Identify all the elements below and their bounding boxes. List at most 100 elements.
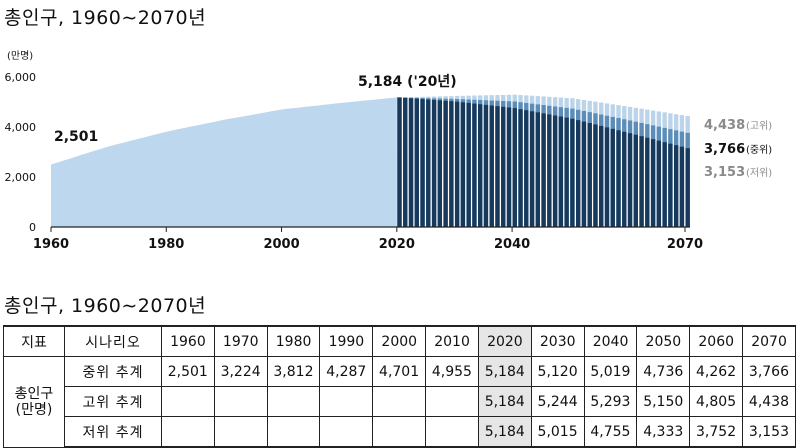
table-cell bbox=[372, 416, 427, 448]
table-cell: 3,224 bbox=[213, 356, 268, 387]
table-cell bbox=[319, 416, 374, 448]
row-label-line1: 총인구 bbox=[14, 385, 54, 402]
row-label-total-population: 총인구 (만명) bbox=[3, 356, 65, 448]
x-tick-label: 2020 bbox=[379, 237, 415, 252]
table-cell: 4,955 bbox=[425, 356, 479, 387]
table-title: 총인구, 1960∼2070년 bbox=[4, 295, 207, 317]
x-tick-label: 1980 bbox=[148, 237, 184, 252]
table-cell: 5,150 bbox=[636, 386, 691, 417]
projection-bar-low-2066 bbox=[662, 142, 667, 227]
annotation-start-value: 2,501 bbox=[54, 129, 98, 145]
header-year: 2010 bbox=[425, 325, 479, 357]
projection-bar-low-2038 bbox=[501, 106, 506, 227]
table-cell: 4,755 bbox=[583, 416, 638, 448]
y-axis-label: (만명) bbox=[7, 50, 33, 62]
x-tick-label: 2070 bbox=[667, 237, 703, 252]
table-header-row: 지표 시나리오 1960 1970 1980 1990 2000 2010 2020 2030 20… bbox=[3, 325, 796, 357]
projection-bar-low-2062 bbox=[639, 136, 644, 227]
projection-bar-low-2063 bbox=[645, 137, 650, 227]
annotation-low-value: 3,153 bbox=[704, 165, 745, 180]
header-year: 1970 bbox=[213, 325, 268, 357]
projection-bar-low-2043 bbox=[529, 111, 535, 227]
projection-bar-low-2037 bbox=[495, 106, 500, 227]
projection-bar-low-2059 bbox=[622, 131, 627, 227]
y-tick-label: 4,000 bbox=[5, 121, 37, 134]
projection-bar-low-2051 bbox=[575, 120, 581, 227]
projection-bar-low-2031 bbox=[460, 102, 466, 227]
population-table: 지표 시나리오 1960 1970 1980 1990 2000 2010 2020 2030 20… bbox=[3, 325, 796, 448]
annotation-peak-value: 5,184 ('20년) bbox=[358, 74, 457, 90]
table-cell bbox=[266, 386, 321, 417]
y-tick-label: 6,000 bbox=[5, 71, 37, 84]
projection-bar-low-2030 bbox=[454, 101, 460, 228]
table-cell: 5,244 bbox=[530, 386, 585, 417]
projection-bar-low-2025 bbox=[426, 99, 431, 227]
header-year: 2030 bbox=[530, 325, 585, 357]
annotation-high-value: 4,438 bbox=[704, 118, 745, 133]
projection-bar-low-2068 bbox=[673, 145, 679, 227]
projection-bar-low-2035 bbox=[483, 104, 489, 228]
table-row: 저위 추계 5,184 5,015 4,755 4,333 3,752 3,153 bbox=[4, 416, 796, 448]
table-cell bbox=[425, 416, 479, 448]
header-year: 2000 bbox=[372, 325, 427, 357]
projection-bar-low-2049 bbox=[564, 117, 569, 227]
header-indicator: 지표 bbox=[3, 325, 65, 357]
table-cell: 4,262 bbox=[689, 356, 744, 387]
projection-bar-low-2045 bbox=[541, 113, 546, 227]
table-row: 총인구 (만명) 중위 추계 2,501 3,224 3,812 4,287 4,701 4,9… bbox=[3, 356, 796, 448]
projection-bar-low-2039 bbox=[506, 107, 512, 227]
row-label-line2: (만명) bbox=[15, 401, 53, 418]
header-year: 1990 bbox=[319, 325, 374, 357]
projection-bar-low-2052 bbox=[581, 121, 587, 227]
table-cell: 5,184 bbox=[477, 386, 532, 417]
projection-bar-low-2048 bbox=[558, 116, 564, 227]
table-cell bbox=[425, 386, 479, 417]
projection-bar-low-2054 bbox=[593, 124, 598, 227]
projection-bar-low-2070 bbox=[685, 148, 690, 227]
projection-bar-low-2027 bbox=[437, 100, 443, 227]
projection-bar-low-2056 bbox=[604, 127, 610, 227]
header-year: 2020 bbox=[477, 325, 532, 357]
projection-bar-low-2067 bbox=[668, 143, 673, 227]
table-cell bbox=[161, 386, 215, 417]
header-year: 2040 bbox=[583, 325, 638, 357]
table-cell: 2,501 bbox=[161, 356, 215, 387]
projection-bar-low-2047 bbox=[552, 115, 558, 227]
projection-bar-low-2022 bbox=[408, 98, 414, 227]
annotation-medium-label: (중위) bbox=[746, 143, 772, 156]
x-tick-label: 1960 bbox=[33, 237, 69, 252]
projection-bar-low-2058 bbox=[616, 130, 621, 227]
table-row: 고위 추계 5,184 5,244 5,293 5,150 4,805 4,438 bbox=[4, 386, 796, 417]
y-tick-label: 2,000 bbox=[5, 171, 37, 184]
annotation-high-label: (고위) bbox=[746, 119, 772, 132]
projection-bar-low-2036 bbox=[489, 105, 494, 227]
annotation-medium-value: 3,766 bbox=[704, 142, 745, 157]
table-cell: 3,752 bbox=[689, 416, 744, 448]
projection-bar-low-2040 bbox=[512, 108, 517, 228]
projection-bar-low-2034 bbox=[478, 104, 483, 227]
table-cell bbox=[161, 416, 215, 448]
projection-bar-low-2026 bbox=[431, 99, 437, 227]
projection-bar-low-2046 bbox=[547, 114, 552, 227]
projection-bar-low-2044 bbox=[535, 112, 541, 227]
header-year: 2060 bbox=[689, 325, 744, 357]
population-chart: 0 2,000 4,000 6,000 (만명) 1960 1980 2000 2020 2040… bbox=[5, 50, 773, 252]
projection-bar-low-2053 bbox=[587, 123, 592, 227]
x-tick-label: 2040 bbox=[494, 237, 530, 252]
header-year: 1960 bbox=[161, 325, 215, 357]
projection-bar-low-2032 bbox=[466, 102, 471, 227]
table-cell bbox=[213, 416, 268, 448]
scenario-label: 고위 추계 bbox=[64, 386, 162, 417]
chart-title: 총인구, 1960∼2070년 bbox=[4, 7, 207, 29]
table-cell bbox=[213, 386, 268, 417]
projection-bar-low-2029 bbox=[449, 101, 454, 227]
projection-bar-low-2021 bbox=[403, 97, 408, 227]
table-cell: 4,736 bbox=[636, 356, 691, 387]
table-cell: 5,184 bbox=[477, 356, 532, 387]
projection-bar-low-2041 bbox=[518, 109, 523, 227]
table-cell: 3,812 bbox=[266, 356, 321, 387]
projection-bar-low-2069 bbox=[679, 146, 685, 227]
scenario-label: 중위 추계 bbox=[64, 356, 162, 387]
projection-bar-low-2023 bbox=[414, 98, 419, 227]
table-cell bbox=[372, 386, 427, 417]
